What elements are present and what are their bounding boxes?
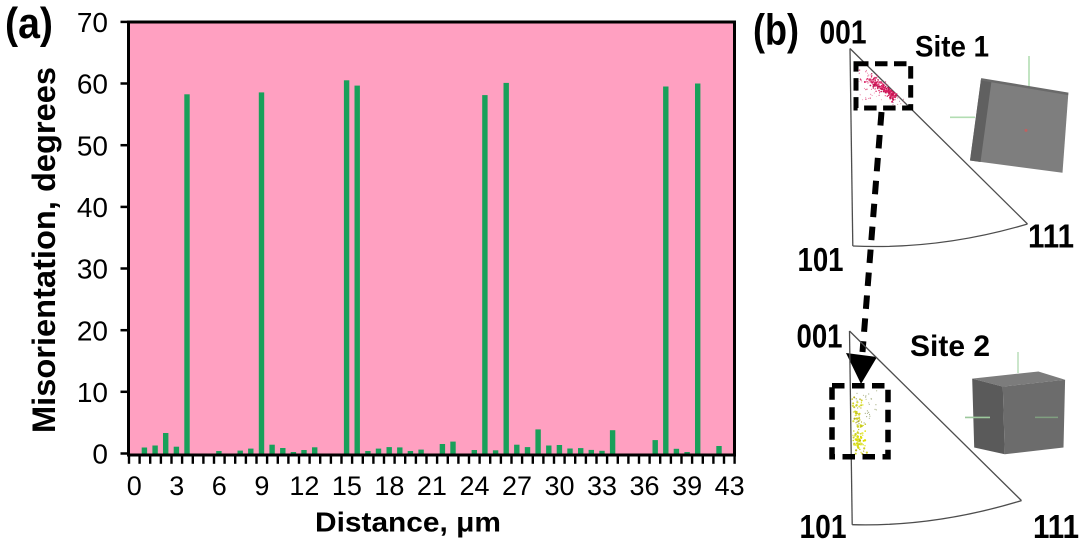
svg-text:001: 001	[820, 14, 867, 51]
svg-text:Misorientation, degrees: Misorientation, degrees	[26, 67, 62, 433]
svg-text:0: 0	[127, 471, 142, 501]
svg-text:24: 24	[459, 471, 489, 501]
svg-text:101: 101	[800, 508, 847, 545]
svg-text:(b): (b)	[753, 6, 799, 55]
svg-text:60: 60	[77, 69, 108, 100]
svg-text:30: 30	[544, 471, 574, 501]
svg-text:30: 30	[77, 254, 108, 285]
svg-text:40: 40	[77, 192, 108, 223]
svg-text:12: 12	[289, 471, 319, 501]
svg-text:9: 9	[254, 471, 269, 501]
svg-text:43: 43	[715, 471, 745, 501]
svg-text:39: 39	[672, 471, 702, 501]
svg-text:Distance, μm: Distance, μm	[315, 507, 501, 538]
svg-text:50: 50	[77, 130, 108, 161]
svg-text:(a): (a)	[5, 0, 53, 48]
svg-text:3: 3	[169, 471, 184, 501]
svg-text:36: 36	[629, 471, 659, 501]
svg-text:101: 101	[798, 241, 844, 278]
svg-text:27: 27	[502, 471, 532, 501]
svg-text:Site 2: Site 2	[910, 330, 990, 363]
svg-text:70: 70	[77, 7, 108, 38]
svg-text:18: 18	[374, 471, 404, 501]
svg-text:21: 21	[417, 471, 447, 501]
svg-text:10: 10	[77, 377, 108, 408]
svg-text:6: 6	[212, 471, 227, 501]
svg-text:Site 1: Site 1	[915, 31, 989, 64]
svg-text:111: 111	[1033, 508, 1079, 545]
svg-text:20: 20	[77, 315, 108, 346]
svg-text:15: 15	[332, 471, 362, 501]
svg-text:33: 33	[587, 471, 617, 501]
svg-text:0: 0	[92, 439, 108, 470]
svg-text:001: 001	[797, 317, 843, 354]
svg-text:111: 111	[1028, 218, 1074, 255]
